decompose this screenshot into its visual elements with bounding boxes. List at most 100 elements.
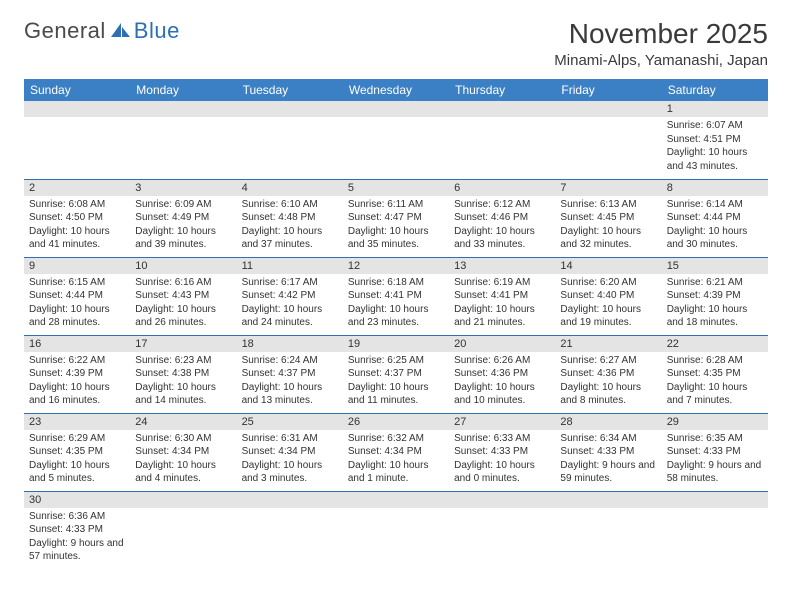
day-body: Sunrise: 6:26 AMSunset: 4:36 PMDaylight:… — [449, 352, 555, 411]
day-line: Sunset: 4:46 PM — [454, 211, 550, 225]
calendar-cell: 11Sunrise: 6:17 AMSunset: 4:42 PMDayligh… — [237, 257, 343, 335]
day-number: 17 — [130, 336, 236, 352]
day-line: Daylight: 10 hours and 5 minutes. — [29, 459, 125, 486]
day-number: 10 — [130, 258, 236, 274]
day-line: Sunrise: 6:32 AM — [348, 432, 444, 446]
calendar-cell: 9Sunrise: 6:15 AMSunset: 4:44 PMDaylight… — [24, 257, 130, 335]
calendar-cell: 5Sunrise: 6:11 AMSunset: 4:47 PMDaylight… — [343, 179, 449, 257]
location: Minami-Alps, Yamanashi, Japan — [554, 52, 768, 69]
day-line: Sunrise: 6:20 AM — [560, 276, 656, 290]
day-line: Daylight: 10 hours and 3 minutes. — [242, 459, 338, 486]
logo-text-general: General — [24, 18, 106, 44]
month-title: November 2025 — [554, 18, 768, 50]
calendar-week: 30Sunrise: 6:36 AMSunset: 4:33 PMDayligh… — [24, 491, 768, 569]
day-line: Sunset: 4:39 PM — [29, 367, 125, 381]
day-line: Sunset: 4:44 PM — [29, 289, 125, 303]
calendar-cell — [449, 101, 555, 179]
day-line: Sunrise: 6:36 AM — [29, 510, 125, 524]
day-number: 4 — [237, 180, 343, 196]
calendar-cell: 1Sunrise: 6:07 AMSunset: 4:51 PMDaylight… — [662, 101, 768, 179]
day-number: 24 — [130, 414, 236, 430]
day-line: Sunrise: 6:14 AM — [667, 198, 763, 212]
day-line: Sunset: 4:37 PM — [348, 367, 444, 381]
day-line: Sunset: 4:50 PM — [29, 211, 125, 225]
calendar-cell — [343, 101, 449, 179]
day-line: Daylight: 10 hours and 7 minutes. — [667, 381, 763, 408]
day-number: 12 — [343, 258, 449, 274]
day-number: 18 — [237, 336, 343, 352]
calendar-cell: 6Sunrise: 6:12 AMSunset: 4:46 PMDaylight… — [449, 179, 555, 257]
day-body: Sunrise: 6:13 AMSunset: 4:45 PMDaylight:… — [555, 196, 661, 255]
day-line: Sunrise: 6:18 AM — [348, 276, 444, 290]
day-body: Sunrise: 6:27 AMSunset: 4:36 PMDaylight:… — [555, 352, 661, 411]
day-number — [555, 101, 661, 117]
day-number — [130, 101, 236, 117]
day-body: Sunrise: 6:30 AMSunset: 4:34 PMDaylight:… — [130, 430, 236, 489]
sail-icon — [110, 22, 132, 40]
calendar-cell — [449, 491, 555, 569]
day-line: Sunrise: 6:17 AM — [242, 276, 338, 290]
day-number: 3 — [130, 180, 236, 196]
day-line: Sunset: 4:51 PM — [667, 133, 763, 147]
calendar-cell: 16Sunrise: 6:22 AMSunset: 4:39 PMDayligh… — [24, 335, 130, 413]
day-number: 16 — [24, 336, 130, 352]
day-line: Sunrise: 6:24 AM — [242, 354, 338, 368]
day-body: Sunrise: 6:10 AMSunset: 4:48 PMDaylight:… — [237, 196, 343, 255]
day-line: Sunset: 4:38 PM — [135, 367, 231, 381]
day-number: 6 — [449, 180, 555, 196]
day-number — [237, 492, 343, 508]
day-line: Daylight: 10 hours and 16 minutes. — [29, 381, 125, 408]
day-body — [130, 508, 236, 558]
day-line: Sunset: 4:33 PM — [29, 523, 125, 537]
day-line: Daylight: 10 hours and 32 minutes. — [560, 225, 656, 252]
calendar-cell: 24Sunrise: 6:30 AMSunset: 4:34 PMDayligh… — [130, 413, 236, 491]
calendar-week: 9Sunrise: 6:15 AMSunset: 4:44 PMDaylight… — [24, 257, 768, 335]
day-body: Sunrise: 6:28 AMSunset: 4:35 PMDaylight:… — [662, 352, 768, 411]
day-line: Daylight: 10 hours and 30 minutes. — [667, 225, 763, 252]
day-line: Sunrise: 6:16 AM — [135, 276, 231, 290]
calendar-cell — [343, 491, 449, 569]
day-line: Sunrise: 6:23 AM — [135, 354, 231, 368]
day-header: Saturday — [662, 79, 768, 101]
day-line: Sunset: 4:36 PM — [560, 367, 656, 381]
calendar-cell: 29Sunrise: 6:35 AMSunset: 4:33 PMDayligh… — [662, 413, 768, 491]
day-line: Sunrise: 6:19 AM — [454, 276, 550, 290]
day-line: Sunset: 4:33 PM — [560, 445, 656, 459]
day-number — [24, 101, 130, 117]
day-number — [237, 101, 343, 117]
day-line: Daylight: 10 hours and 39 minutes. — [135, 225, 231, 252]
day-number: 27 — [449, 414, 555, 430]
day-line: Sunrise: 6:35 AM — [667, 432, 763, 446]
day-line: Sunset: 4:33 PM — [667, 445, 763, 459]
day-line: Sunrise: 6:09 AM — [135, 198, 231, 212]
day-header: Friday — [555, 79, 661, 101]
day-line: Sunset: 4:35 PM — [29, 445, 125, 459]
calendar-cell: 4Sunrise: 6:10 AMSunset: 4:48 PMDaylight… — [237, 179, 343, 257]
day-line: Sunrise: 6:12 AM — [454, 198, 550, 212]
day-line: Daylight: 10 hours and 23 minutes. — [348, 303, 444, 330]
calendar-cell — [130, 101, 236, 179]
day-line: Sunset: 4:37 PM — [242, 367, 338, 381]
calendar-cell: 14Sunrise: 6:20 AMSunset: 4:40 PMDayligh… — [555, 257, 661, 335]
calendar-cell: 20Sunrise: 6:26 AMSunset: 4:36 PMDayligh… — [449, 335, 555, 413]
calendar-cell: 3Sunrise: 6:09 AMSunset: 4:49 PMDaylight… — [130, 179, 236, 257]
day-line: Sunset: 4:41 PM — [348, 289, 444, 303]
day-body: Sunrise: 6:11 AMSunset: 4:47 PMDaylight:… — [343, 196, 449, 255]
logo-text-blue: Blue — [134, 18, 180, 44]
calendar-cell — [130, 491, 236, 569]
calendar-cell: 10Sunrise: 6:16 AMSunset: 4:43 PMDayligh… — [130, 257, 236, 335]
calendar-cell: 22Sunrise: 6:28 AMSunset: 4:35 PMDayligh… — [662, 335, 768, 413]
calendar-cell: 8Sunrise: 6:14 AMSunset: 4:44 PMDaylight… — [662, 179, 768, 257]
day-header: Thursday — [449, 79, 555, 101]
day-line: Sunrise: 6:30 AM — [135, 432, 231, 446]
day-body: Sunrise: 6:12 AMSunset: 4:46 PMDaylight:… — [449, 196, 555, 255]
calendar-cell — [662, 491, 768, 569]
day-number — [343, 101, 449, 117]
day-line: Sunset: 4:36 PM — [454, 367, 550, 381]
day-body — [555, 508, 661, 558]
day-line: Sunset: 4:45 PM — [560, 211, 656, 225]
day-body: Sunrise: 6:16 AMSunset: 4:43 PMDaylight:… — [130, 274, 236, 333]
title-block: November 2025 Minami-Alps, Yamanashi, Ja… — [554, 18, 768, 69]
day-line: Sunrise: 6:27 AM — [560, 354, 656, 368]
day-body — [343, 508, 449, 558]
